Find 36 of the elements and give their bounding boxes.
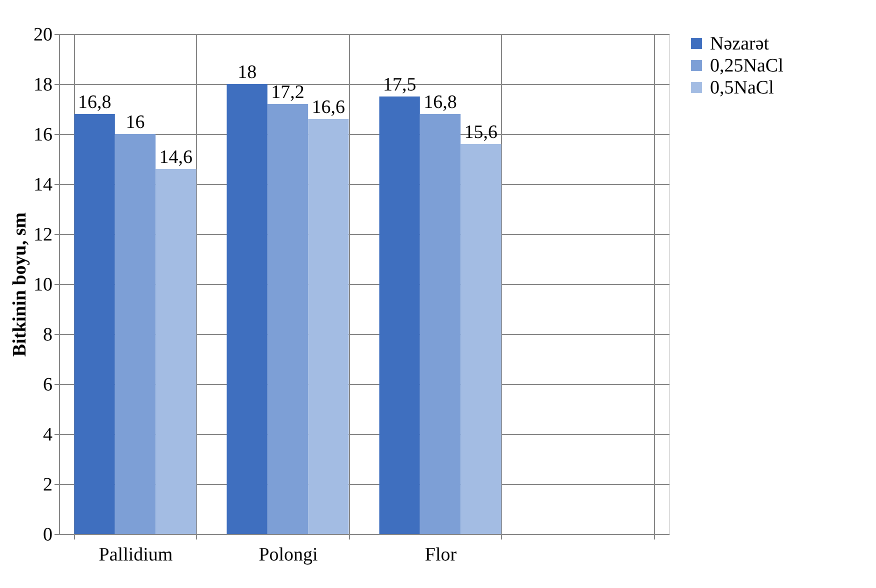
bar xyxy=(114,134,156,534)
y-tick-label: 20 xyxy=(34,24,52,46)
legend-label: 0,5NaCl xyxy=(710,78,774,98)
data-label: 15,6 xyxy=(464,122,498,143)
y-tick-label: 12 xyxy=(34,224,52,246)
data-label: 17,2 xyxy=(271,82,304,103)
legend-label: 0,25NaCl xyxy=(710,56,784,76)
bar xyxy=(74,114,115,534)
bar xyxy=(267,104,308,534)
legend-label: Nəzarət xyxy=(710,34,770,54)
y-tick-label: 8 xyxy=(43,324,52,346)
x-tick-label: Pallidium xyxy=(98,544,173,566)
x-tick-label: Flor xyxy=(424,544,458,566)
data-label: 16,6 xyxy=(312,97,346,118)
x-tick-label: Polongi xyxy=(258,544,318,566)
bar xyxy=(379,96,420,534)
y-tick-label: 0 xyxy=(43,524,52,546)
bar xyxy=(308,119,349,534)
bar xyxy=(420,114,461,534)
y-tick-label: 16 xyxy=(34,124,52,146)
bar xyxy=(226,84,268,534)
y-tick-label: 18 xyxy=(34,74,52,96)
data-label: 16,8 xyxy=(78,92,112,113)
bar xyxy=(460,144,502,534)
data-label: 16,8 xyxy=(424,92,457,113)
y-tick-label: 2 xyxy=(43,474,52,496)
data-label: 14,6 xyxy=(159,147,193,168)
bar xyxy=(156,169,196,534)
y-tick-label: 4 xyxy=(43,424,53,446)
y-axis-title: Bitkinin boyu, sm xyxy=(10,212,30,357)
data-label: 16 xyxy=(126,112,145,133)
y-tick-label: 14 xyxy=(34,174,53,196)
data-label: 18 xyxy=(238,62,257,83)
data-label: 17,5 xyxy=(382,74,416,96)
y-tick-label: 6 xyxy=(43,374,52,396)
y-tick-label: 10 xyxy=(34,274,52,296)
